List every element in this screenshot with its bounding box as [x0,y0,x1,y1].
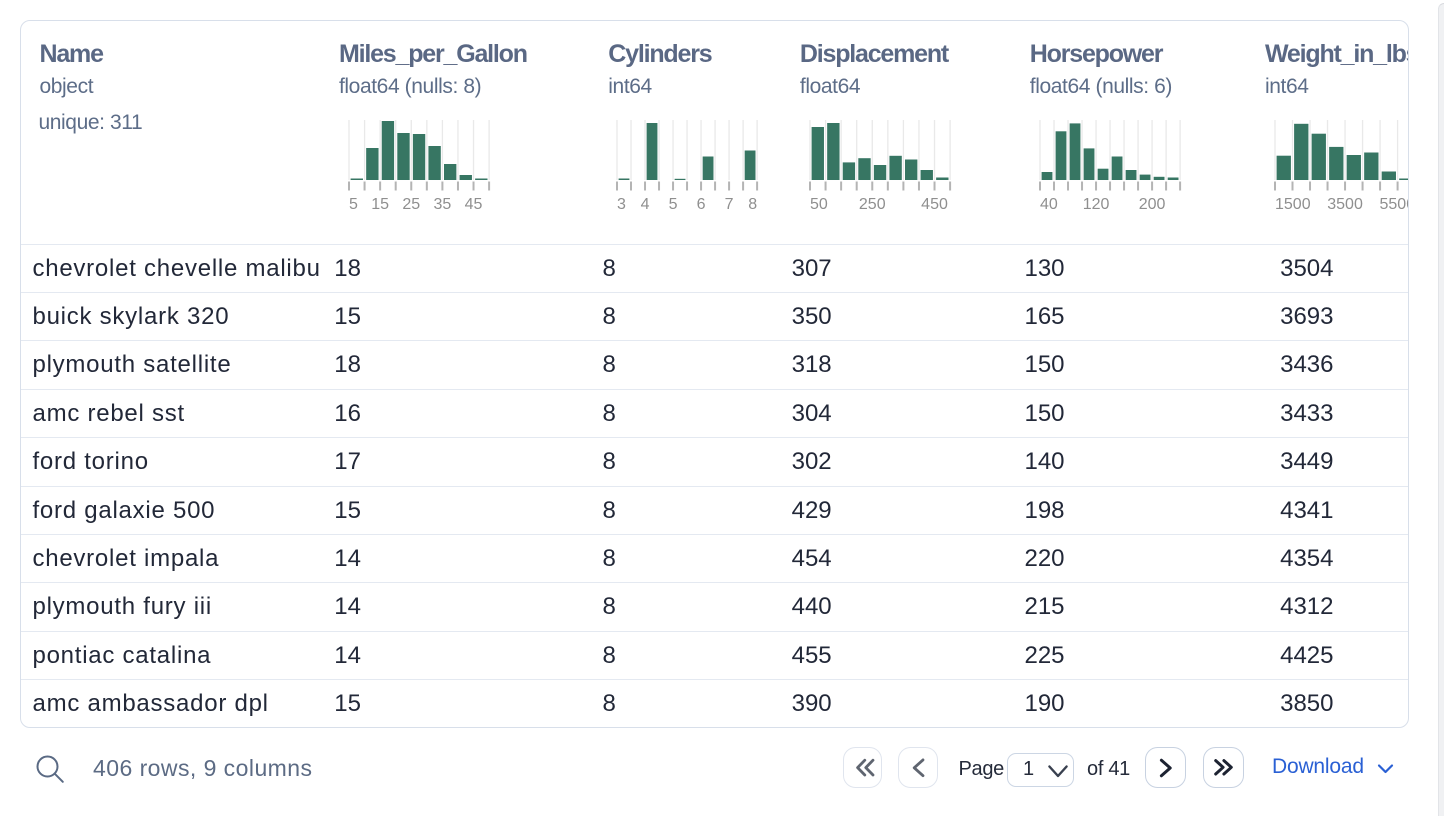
svg-text:15: 15 [371,196,389,213]
svg-text:3500: 3500 [1327,196,1363,213]
svg-text:40: 40 [1040,196,1058,213]
svg-text:5: 5 [669,196,678,213]
svg-text:45: 45 [464,196,482,213]
svg-text:450: 450 [921,196,948,213]
svg-text:25: 25 [402,196,420,213]
svg-text:8: 8 [749,196,758,213]
svg-text:50: 50 [810,196,828,213]
svg-text:4: 4 [641,196,650,213]
svg-text:3: 3 [617,196,626,213]
svg-text:1500: 1500 [1275,196,1311,213]
svg-text:7: 7 [725,196,734,213]
svg-text:200: 200 [1138,196,1165,213]
svg-text:250: 250 [859,196,886,213]
svg-text:6: 6 [697,196,706,213]
svg-text:35: 35 [433,196,451,213]
svg-text:5: 5 [349,196,358,213]
svg-text:5500: 5500 [1379,196,1408,213]
svg-text:120: 120 [1082,196,1109,213]
